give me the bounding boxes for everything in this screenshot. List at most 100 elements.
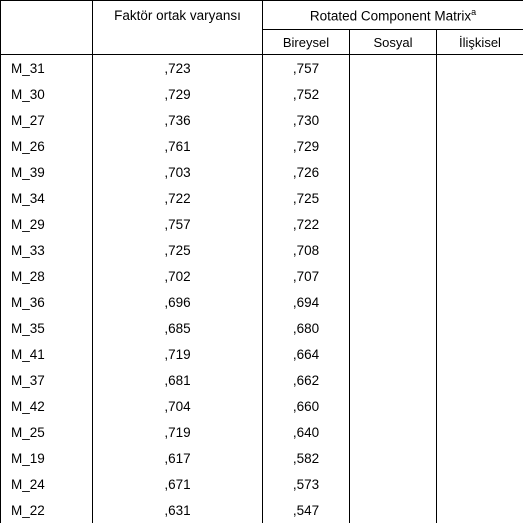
table-row: M_33,725,708	[1, 237, 523, 263]
cell-commun: ,617	[93, 445, 263, 471]
cell-i	[437, 263, 523, 289]
cell-i	[437, 419, 523, 445]
cell-s	[350, 81, 437, 107]
table-body: M_31,723,757M_30,729,752M_27,736,730M_26…	[1, 55, 523, 524]
table-row: M_41,719,664	[1, 341, 523, 367]
cell-b: ,640	[263, 419, 350, 445]
cell-b: ,662	[263, 367, 350, 393]
cell-label: M_26	[1, 133, 93, 159]
cell-s	[350, 445, 437, 471]
cell-label: M_27	[1, 107, 93, 133]
cell-i	[437, 445, 523, 471]
cell-commun: ,703	[93, 159, 263, 185]
header-rotated-sup: a	[471, 7, 476, 17]
cell-b: ,582	[263, 445, 350, 471]
cell-b: ,547	[263, 497, 350, 523]
cell-label: M_39	[1, 159, 93, 185]
cell-s	[350, 497, 437, 523]
cell-label: M_24	[1, 471, 93, 497]
cell-s	[350, 263, 437, 289]
cell-b: ,757	[263, 55, 350, 82]
table-row: M_28,702,707	[1, 263, 523, 289]
cell-label: M_30	[1, 81, 93, 107]
cell-label: M_31	[1, 55, 93, 82]
cell-s	[350, 55, 437, 82]
cell-b: ,694	[263, 289, 350, 315]
cell-commun: ,736	[93, 107, 263, 133]
cell-label: M_36	[1, 289, 93, 315]
cell-commun: ,631	[93, 497, 263, 523]
cell-b: ,664	[263, 341, 350, 367]
table-row: M_42,704,660	[1, 393, 523, 419]
cell-commun: ,704	[93, 393, 263, 419]
cell-commun: ,761	[93, 133, 263, 159]
cell-label: M_25	[1, 419, 93, 445]
cell-i	[437, 341, 523, 367]
table-row: M_30,729,752	[1, 81, 523, 107]
cell-commun: ,757	[93, 211, 263, 237]
cell-label: M_34	[1, 185, 93, 211]
cell-i	[437, 289, 523, 315]
cell-commun: ,719	[93, 419, 263, 445]
cell-commun: ,671	[93, 471, 263, 497]
table-row: M_25,719,640	[1, 419, 523, 445]
header-communality: Faktör ortak varyansı	[93, 1, 263, 30]
cell-label: M_28	[1, 263, 93, 289]
header-communality-sub-blank	[93, 30, 263, 55]
cell-i	[437, 237, 523, 263]
header-blank-top	[1, 1, 93, 30]
header-blank-sub	[1, 30, 93, 55]
header-rotated-text: Rotated Component Matrix	[310, 8, 471, 23]
cell-commun: ,723	[93, 55, 263, 82]
cell-i	[437, 367, 523, 393]
table-row: M_27,736,730	[1, 107, 523, 133]
table-row: M_31,723,757	[1, 55, 523, 82]
table-row: M_36,696,694	[1, 289, 523, 315]
table-row: M_39,703,726	[1, 159, 523, 185]
cell-s	[350, 237, 437, 263]
factor-loadings-table: Faktör ortak varyansı Rotated Component …	[0, 0, 523, 523]
cell-b: ,726	[263, 159, 350, 185]
cell-label: M_33	[1, 237, 93, 263]
table-row: M_35,685,680	[1, 315, 523, 341]
cell-i	[437, 55, 523, 82]
cell-label: M_35	[1, 315, 93, 341]
cell-label: M_42	[1, 393, 93, 419]
header-rotated: Rotated Component Matrixa	[263, 1, 523, 30]
header-col-sosyal: Sosyal	[350, 30, 437, 55]
cell-s	[350, 419, 437, 445]
cell-commun: ,719	[93, 341, 263, 367]
cell-commun: ,725	[93, 237, 263, 263]
table-row: M_22,631,547	[1, 497, 523, 523]
cell-s	[350, 159, 437, 185]
cell-s	[350, 315, 437, 341]
cell-commun: ,702	[93, 263, 263, 289]
cell-s	[350, 185, 437, 211]
cell-s	[350, 107, 437, 133]
cell-i	[437, 133, 523, 159]
cell-b: ,680	[263, 315, 350, 341]
cell-s	[350, 289, 437, 315]
table-row: M_24,671,573	[1, 471, 523, 497]
cell-i	[437, 159, 523, 185]
table-row: M_29,757,722	[1, 211, 523, 237]
cell-b: ,725	[263, 185, 350, 211]
cell-commun: ,729	[93, 81, 263, 107]
cell-i	[437, 107, 523, 133]
cell-i	[437, 497, 523, 523]
table-row: M_37,681,662	[1, 367, 523, 393]
cell-b: ,707	[263, 263, 350, 289]
header-col-iliskisel: İlişkisel	[437, 30, 523, 55]
cell-i	[437, 211, 523, 237]
cell-i	[437, 315, 523, 341]
cell-label: M_29	[1, 211, 93, 237]
cell-label: M_37	[1, 367, 93, 393]
cell-s	[350, 393, 437, 419]
cell-commun: ,685	[93, 315, 263, 341]
cell-s	[350, 471, 437, 497]
cell-i	[437, 393, 523, 419]
cell-s	[350, 133, 437, 159]
cell-b: ,722	[263, 211, 350, 237]
cell-i	[437, 471, 523, 497]
cell-commun: ,696	[93, 289, 263, 315]
